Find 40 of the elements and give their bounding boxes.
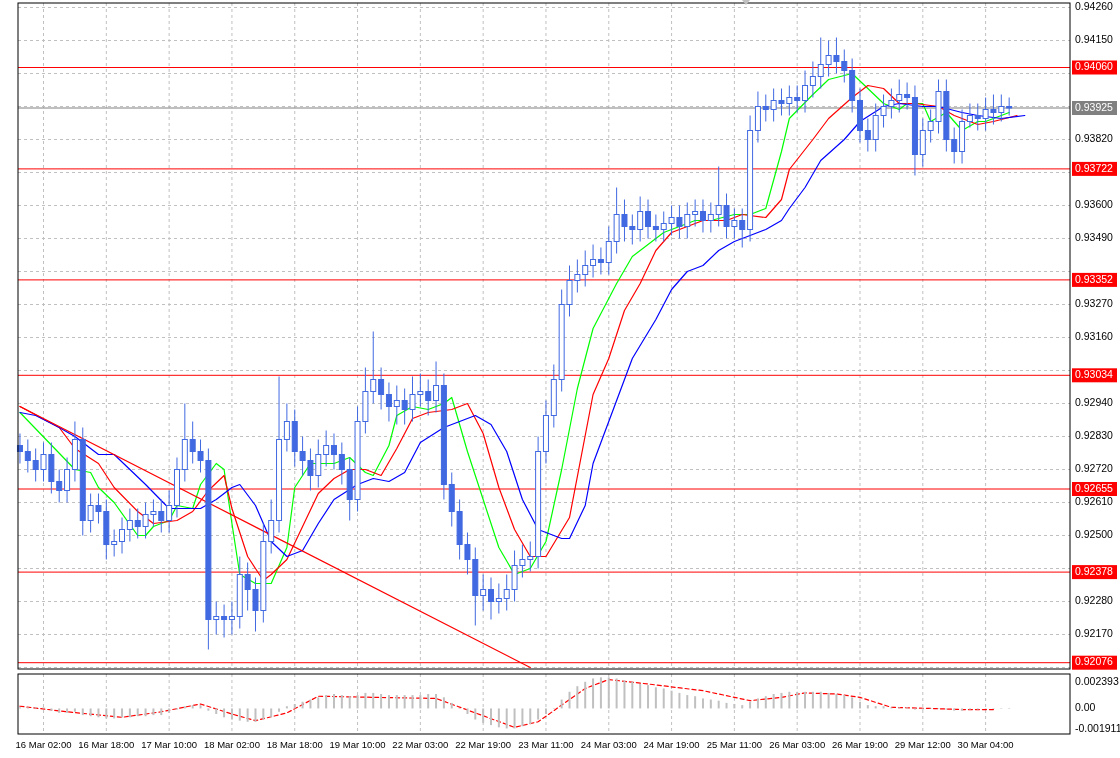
x-tick-label: 24 Mar 19:00 — [643, 739, 700, 750]
x-tick-label: 17 Mar 10:00 — [141, 739, 198, 750]
ref-line-label: 0.92076 — [1075, 655, 1114, 668]
x-tick-label: 22 Mar 03:00 — [392, 739, 449, 750]
ref-line-label: 0.94060 — [1075, 60, 1114, 73]
y-tick-label: 0.93160 — [1075, 330, 1114, 343]
y-tick-label: 0.92830 — [1075, 429, 1114, 442]
x-tick-label: 25 Mar 11:00 — [706, 739, 763, 750]
y-tick-label: 0.92170 — [1075, 627, 1114, 640]
x-tick-label: 22 Mar 19:00 — [455, 739, 512, 750]
x-tick-label: 18 Mar 02:00 — [203, 739, 260, 750]
y-tick-label: 0.93490 — [1075, 231, 1114, 244]
y-tick-label: 0.92500 — [1075, 528, 1114, 541]
x-tick-label: 26 Mar 19:00 — [832, 739, 888, 750]
y-tick-label: 0.92280 — [1075, 594, 1114, 607]
x-tick-label: 23 Mar 11:00 — [518, 739, 574, 750]
x-tick-label: 16 Mar 18:00 — [78, 739, 135, 750]
x-tick-label: 24 Mar 03:00 — [580, 739, 637, 750]
y-tick-label: 0.94150 — [1075, 33, 1114, 46]
y-tick-label: 0.93600 — [1075, 198, 1114, 211]
y-tick-label: 0.00 — [1075, 701, 1096, 714]
ref-line-label: 0.92378 — [1075, 564, 1114, 577]
x-tick-label: 19 Mar 10:00 — [329, 739, 386, 750]
x-tick-label: 26 Mar 03:00 — [769, 739, 826, 750]
y-tick-label: 0.93270 — [1075, 297, 1114, 310]
y-tick-label: 0.92940 — [1075, 396, 1114, 409]
ref-line-label: 0.93722 — [1075, 161, 1114, 174]
y-tick-label: 0.93820 — [1075, 132, 1114, 145]
x-tick-label: 18 Mar 18:00 — [266, 739, 323, 750]
ref-line-label: 0.92655 — [1075, 481, 1114, 494]
x-tick-label: 29 Mar 12:00 — [894, 739, 951, 750]
y-tick-label: 0.92720 — [1075, 462, 1114, 475]
x-tick-label: 30 Mar 04:00 — [957, 739, 1014, 750]
ref-line-label: 0.93034 — [1075, 368, 1114, 381]
ref-line-label: 0.93352 — [1075, 272, 1114, 285]
y-tick-label: 0.92610 — [1075, 495, 1114, 508]
ref-line-label: 0.93925 — [1075, 100, 1114, 113]
y-tick-label: 0.002393 — [1075, 674, 1119, 687]
x-tick-label: 16 Mar 02:00 — [15, 739, 72, 750]
y-tick-label: 0.94260 — [1075, 0, 1114, 13]
